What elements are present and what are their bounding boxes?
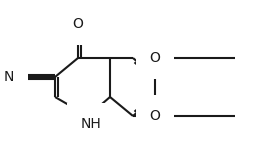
Text: O: O <box>73 17 83 31</box>
Text: O: O <box>150 51 160 65</box>
Text: NH: NH <box>81 117 101 131</box>
Text: O: O <box>150 109 160 123</box>
Text: N: N <box>4 70 14 84</box>
